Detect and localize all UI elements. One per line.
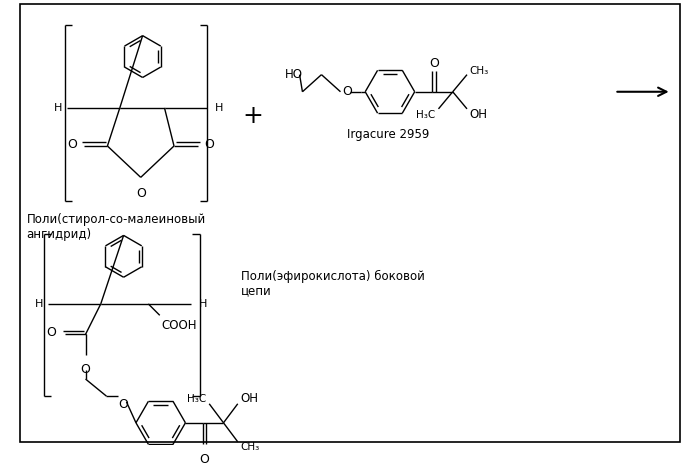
Text: O: O	[429, 57, 439, 70]
Text: O: O	[80, 363, 90, 376]
Text: H: H	[215, 103, 223, 113]
Text: H: H	[199, 299, 207, 309]
Text: OH: OH	[241, 391, 258, 404]
Text: O: O	[204, 137, 214, 151]
Text: H: H	[55, 103, 63, 113]
Text: O: O	[46, 326, 56, 339]
Text: COOH: COOH	[162, 319, 197, 332]
Text: CH₃: CH₃	[469, 66, 488, 76]
Text: O: O	[342, 85, 352, 98]
Text: O: O	[199, 453, 209, 466]
Text: H: H	[35, 299, 43, 309]
Text: Поли(эфирокислота) боковой
цепи: Поли(эфирокислота) боковой цепи	[241, 270, 424, 298]
Text: Поли(стирол-со-малеиновый
ангидрид): Поли(стирол-со-малеиновый ангидрид)	[27, 212, 206, 240]
Text: H₃C: H₃C	[187, 394, 206, 404]
Text: O: O	[136, 187, 146, 200]
Text: +: +	[242, 103, 263, 128]
Text: O: O	[118, 398, 128, 411]
Text: OH: OH	[470, 108, 488, 121]
Text: HO: HO	[286, 68, 303, 81]
Text: CH₃: CH₃	[241, 442, 260, 452]
Text: Irgacure 2959: Irgacure 2959	[347, 128, 430, 141]
Text: O: O	[67, 137, 77, 151]
Text: H₃C: H₃C	[416, 110, 435, 120]
